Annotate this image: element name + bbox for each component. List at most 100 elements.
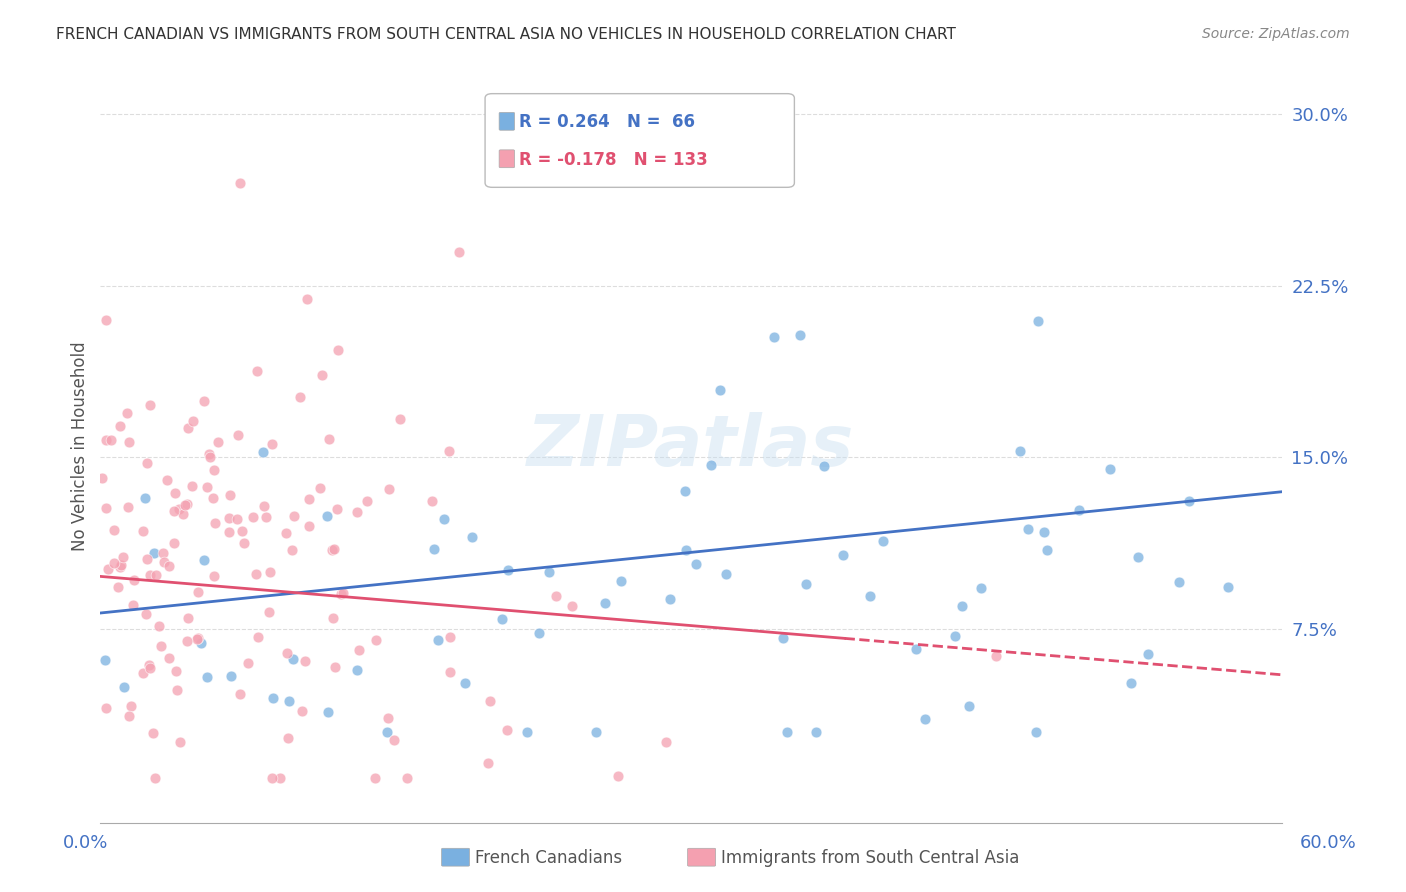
Point <box>772 631 794 645</box>
Point <box>274 526 297 541</box>
Point <box>970 581 993 595</box>
Point <box>135 552 157 566</box>
Point <box>259 565 281 579</box>
Point <box>585 725 607 739</box>
Point <box>262 690 284 705</box>
Point <box>1026 314 1049 328</box>
Point <box>169 502 191 516</box>
Point <box>165 664 187 678</box>
Point <box>190 636 212 650</box>
Point <box>176 611 198 625</box>
Point <box>231 524 253 539</box>
Text: Source: ZipAtlas.com: Source: ZipAtlas.com <box>1202 27 1350 41</box>
Point <box>291 705 314 719</box>
Point <box>914 712 936 726</box>
Point <box>859 589 882 603</box>
Text: Immigrants from South Central Asia: Immigrants from South Central Asia <box>721 849 1019 867</box>
Point <box>269 771 291 785</box>
Point <box>794 577 817 591</box>
Point <box>298 519 321 533</box>
Point <box>945 629 967 643</box>
Point <box>187 631 209 645</box>
Point <box>321 543 343 558</box>
Point <box>253 499 276 513</box>
Point <box>165 486 187 500</box>
Point <box>202 463 225 477</box>
Point <box>1035 543 1057 558</box>
Text: FRENCH CANADIAN VS IMMIGRANTS FROM SOUTH CENTRAL ASIA NO VEHICLES IN HOUSEHOLD C: FRENCH CANADIAN VS IMMIGRANTS FROM SOUTH… <box>56 27 956 42</box>
Text: ZIPatlas: ZIPatlas <box>527 411 855 481</box>
Point <box>254 510 277 524</box>
Point <box>789 327 811 342</box>
Point <box>242 510 264 524</box>
Point <box>262 771 284 785</box>
Point <box>277 731 299 745</box>
Point <box>346 505 368 519</box>
Point <box>527 626 550 640</box>
Point <box>96 313 118 327</box>
Point <box>714 567 737 582</box>
Point <box>433 512 456 526</box>
Point <box>288 390 311 404</box>
Point <box>449 244 471 259</box>
Point <box>950 599 973 613</box>
Point <box>218 525 240 540</box>
Point <box>259 605 281 619</box>
Point <box>176 633 198 648</box>
Point <box>984 648 1007 663</box>
Point <box>377 710 399 724</box>
Point <box>283 652 305 666</box>
Point <box>219 669 242 683</box>
Point <box>103 523 125 537</box>
Point <box>145 568 167 582</box>
Point <box>610 574 633 588</box>
Point <box>90 470 112 484</box>
Point <box>245 567 267 582</box>
Point <box>326 502 349 516</box>
Point <box>148 619 170 633</box>
Point <box>94 653 117 667</box>
Point <box>1017 522 1039 536</box>
Point <box>229 687 252 701</box>
Point <box>132 666 155 681</box>
Point <box>169 735 191 749</box>
Point <box>593 596 616 610</box>
Point <box>318 432 340 446</box>
Point <box>607 769 630 783</box>
Point <box>219 488 242 502</box>
Point <box>763 330 786 344</box>
Point <box>117 500 139 514</box>
Point <box>142 545 165 559</box>
Point <box>422 493 444 508</box>
Point <box>226 427 249 442</box>
Point <box>124 573 146 587</box>
Point <box>477 756 499 771</box>
Point <box>156 473 179 487</box>
Point <box>346 663 368 677</box>
Y-axis label: No Vehicles in Household: No Vehicles in Household <box>72 341 89 551</box>
Text: 60.0%: 60.0% <box>1301 834 1357 852</box>
Point <box>186 632 208 647</box>
Point <box>1008 444 1031 458</box>
Point <box>233 536 256 550</box>
Point <box>94 500 117 515</box>
Text: French Canadians: French Canadians <box>475 849 623 867</box>
Point <box>673 484 696 499</box>
Point <box>139 568 162 582</box>
Point <box>316 705 339 719</box>
Point <box>655 735 678 749</box>
Point <box>107 580 129 594</box>
Point <box>496 723 519 737</box>
Point <box>100 433 122 447</box>
Point <box>479 694 502 708</box>
Point <box>957 699 980 714</box>
Point <box>260 437 283 451</box>
Point <box>157 558 180 573</box>
Point <box>108 560 131 574</box>
Point <box>193 553 215 567</box>
Point <box>439 630 461 644</box>
Point <box>153 555 176 569</box>
Point <box>491 612 513 626</box>
Point <box>332 586 354 600</box>
Point <box>110 558 132 572</box>
